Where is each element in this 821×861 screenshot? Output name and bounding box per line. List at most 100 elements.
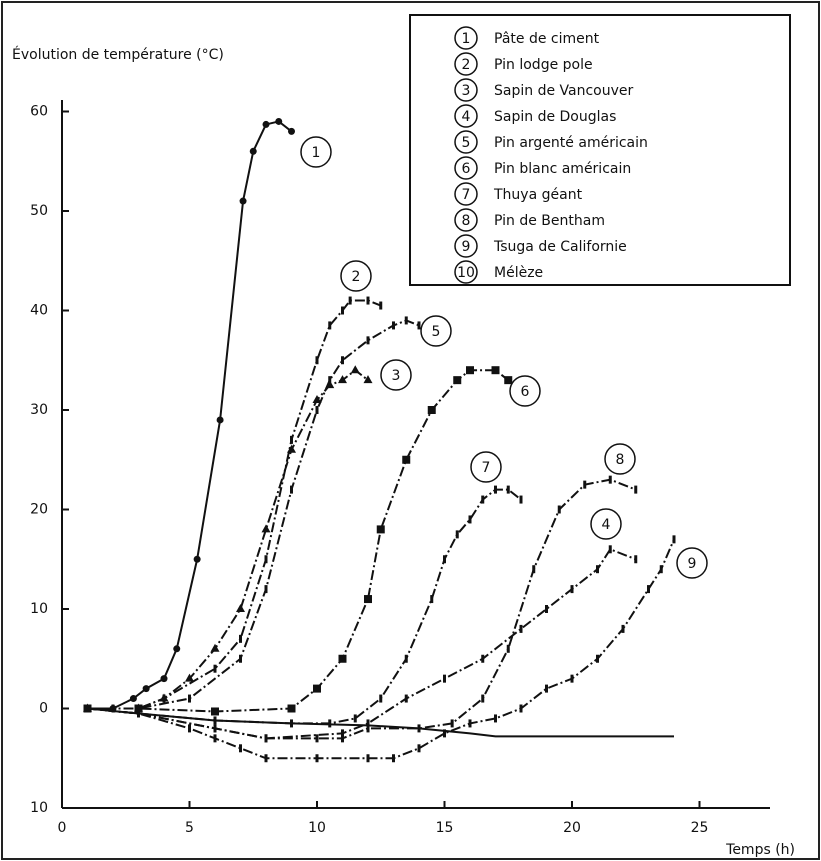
series-line xyxy=(87,299,382,710)
y-tick-label: 60 xyxy=(30,104,48,120)
point xyxy=(443,555,446,564)
legend-circle xyxy=(454,78,478,102)
point xyxy=(287,704,296,713)
point xyxy=(262,120,270,128)
point xyxy=(402,455,411,464)
point xyxy=(213,724,217,733)
point xyxy=(376,525,385,534)
legend-number: 8 xyxy=(462,213,471,229)
legend-number: 7 xyxy=(462,187,471,203)
point xyxy=(315,754,319,763)
x-tick-label: 15 xyxy=(436,820,454,836)
point xyxy=(453,376,462,385)
point xyxy=(249,147,257,155)
legend-circle xyxy=(454,260,478,284)
callout-label: 7 xyxy=(482,460,491,476)
point xyxy=(264,585,268,594)
point xyxy=(315,356,319,365)
point xyxy=(427,406,436,414)
legend-label: Pâte de ciment xyxy=(494,31,600,47)
point xyxy=(264,754,268,763)
y-axis-label: Évolution de température (°C) xyxy=(12,46,224,63)
point xyxy=(341,356,344,365)
point xyxy=(481,654,485,663)
point xyxy=(596,654,599,663)
callout-circle xyxy=(604,443,636,475)
x-tick-label: 20 xyxy=(563,820,581,836)
point xyxy=(379,694,383,703)
point xyxy=(315,406,319,414)
point xyxy=(210,643,220,652)
point xyxy=(216,416,224,424)
point xyxy=(193,555,201,563)
point xyxy=(264,555,268,564)
point xyxy=(506,485,510,494)
legend-label: Pin blanc américain xyxy=(494,161,631,177)
point xyxy=(466,366,474,375)
callout-label: 9 xyxy=(688,556,697,572)
point xyxy=(328,376,332,385)
point xyxy=(545,684,548,693)
legend-number: 4 xyxy=(462,109,471,125)
callout-circle xyxy=(340,260,372,292)
point xyxy=(672,535,676,544)
point xyxy=(239,197,247,205)
point xyxy=(338,375,347,384)
callout-circle xyxy=(420,315,452,347)
y-tick-label: 10 xyxy=(30,800,48,816)
x-tick-label: 25 xyxy=(691,820,709,836)
series-line xyxy=(87,707,674,738)
legend-number: 1 xyxy=(462,31,471,47)
point xyxy=(236,604,245,612)
callout-label: 4 xyxy=(602,517,611,533)
callout-circle xyxy=(380,359,412,391)
legend-label: Mélèze xyxy=(494,265,543,281)
point xyxy=(404,316,408,325)
legend-number: 5 xyxy=(462,135,471,151)
point xyxy=(188,724,191,733)
point xyxy=(519,624,523,633)
legend-circle xyxy=(454,52,478,76)
point xyxy=(239,744,242,753)
point xyxy=(134,704,143,713)
point xyxy=(188,694,191,703)
point xyxy=(659,565,663,574)
point xyxy=(366,719,370,728)
y-tick-label: 0 xyxy=(39,701,48,717)
point xyxy=(468,515,472,524)
point xyxy=(315,734,319,743)
callout-circle xyxy=(300,136,332,168)
series-line xyxy=(87,368,369,710)
legend-label: Pin lodge pole xyxy=(494,57,593,73)
point xyxy=(417,321,421,330)
point xyxy=(261,524,271,533)
point xyxy=(404,694,408,703)
legend-circle xyxy=(454,26,478,50)
point xyxy=(239,634,242,643)
point xyxy=(341,729,344,738)
point xyxy=(379,301,383,310)
point xyxy=(443,674,446,683)
legend-circle xyxy=(454,130,478,154)
point xyxy=(608,545,612,554)
point xyxy=(312,395,322,404)
legend-label: Pin de Bentham xyxy=(494,213,605,229)
point xyxy=(634,555,638,564)
legend-number: 3 xyxy=(462,83,471,99)
point xyxy=(328,321,332,330)
callout-circle xyxy=(470,451,502,483)
point xyxy=(404,654,408,663)
point xyxy=(288,127,295,135)
callout-label: 3 xyxy=(392,368,401,384)
point xyxy=(159,693,169,702)
point xyxy=(213,664,217,673)
series-line xyxy=(87,488,522,725)
point xyxy=(392,321,395,330)
point xyxy=(313,684,321,693)
point xyxy=(366,754,370,763)
point xyxy=(264,734,268,743)
series-line xyxy=(87,548,637,740)
point xyxy=(366,724,370,733)
